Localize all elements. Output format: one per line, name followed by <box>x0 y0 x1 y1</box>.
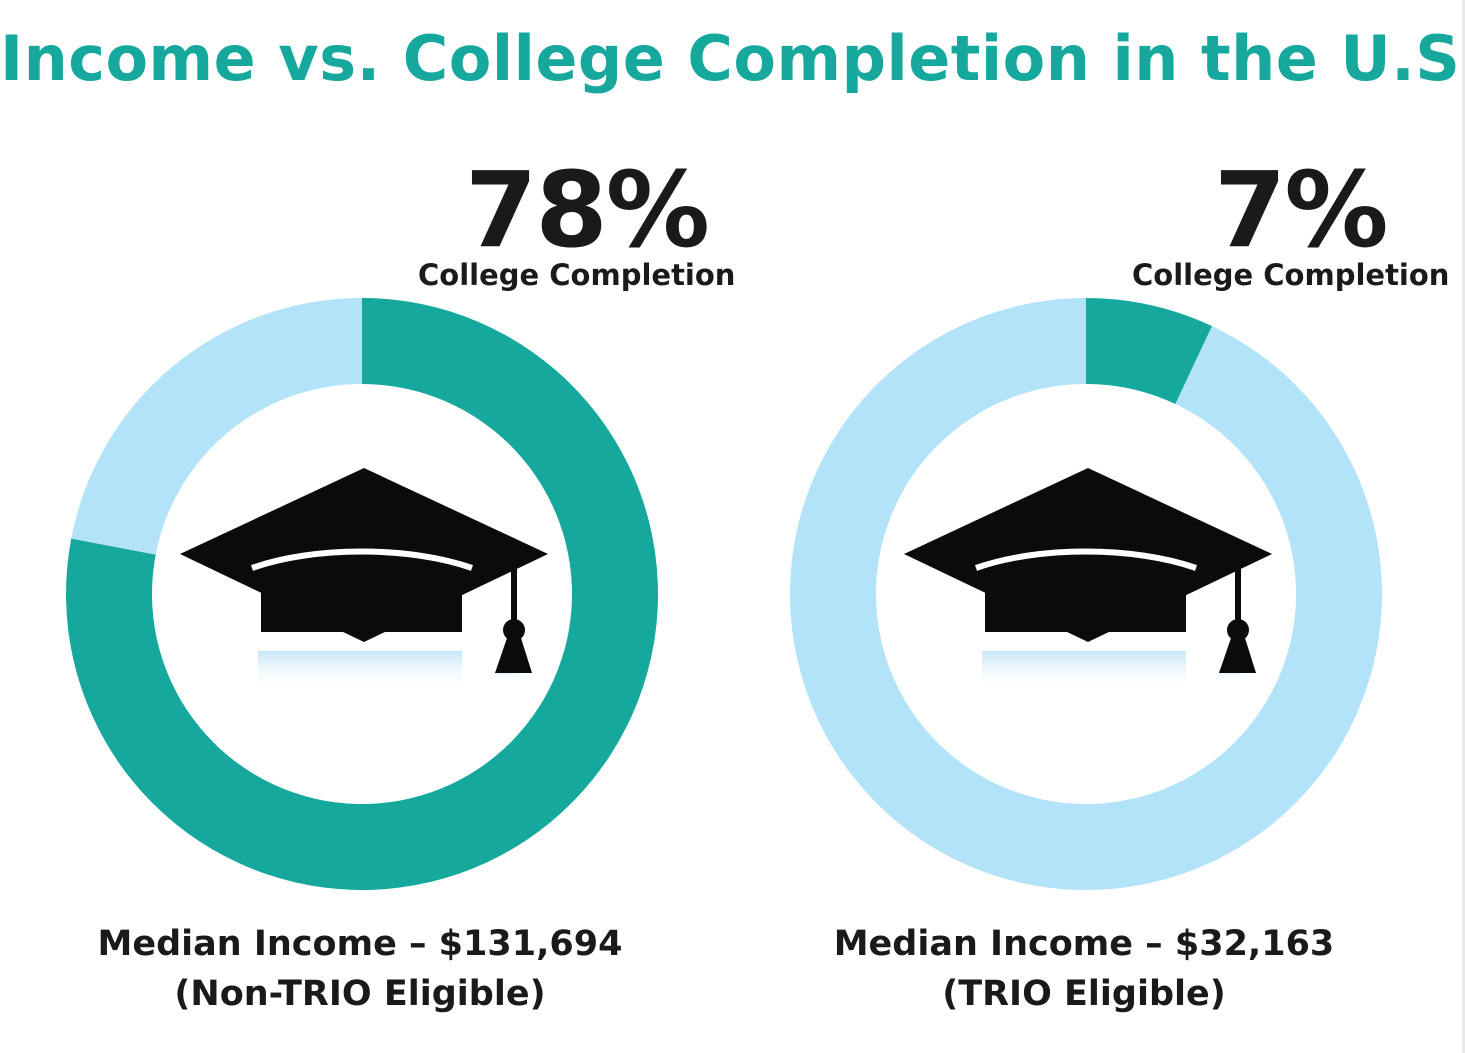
right-edge-divider <box>1462 0 1465 1053</box>
donut-chart <box>65 298 658 890</box>
donut-chart <box>790 298 1382 890</box>
graduation-cap-icon <box>180 468 548 691</box>
completion-label: College Completion <box>1132 258 1450 292</box>
donut-slice-completed <box>1086 298 1213 404</box>
panel-non-trio: 78% College Completion Median Incom <box>10 149 735 1030</box>
page-title: Income vs. College Completion in the U.S… <box>0 22 1465 95</box>
panel-trio: 7% College Completion Median Income – $3… <box>734 149 1449 1030</box>
graduation-cap-icon <box>904 468 1272 691</box>
completion-percent: 78% <box>465 149 710 271</box>
median-income: Median Income – $32,163 <box>833 924 1335 964</box>
eligibility-group: (TRIO Eligible) <box>942 974 1226 1014</box>
median-income: Median Income – $131,694 <box>97 924 623 964</box>
completion-percent: 7% <box>1214 149 1389 271</box>
completion-label: College Completion <box>418 258 736 292</box>
eligibility-group: (Non-TRIO Eligible) <box>174 974 546 1014</box>
donut-slice-remaining <box>71 298 362 555</box>
